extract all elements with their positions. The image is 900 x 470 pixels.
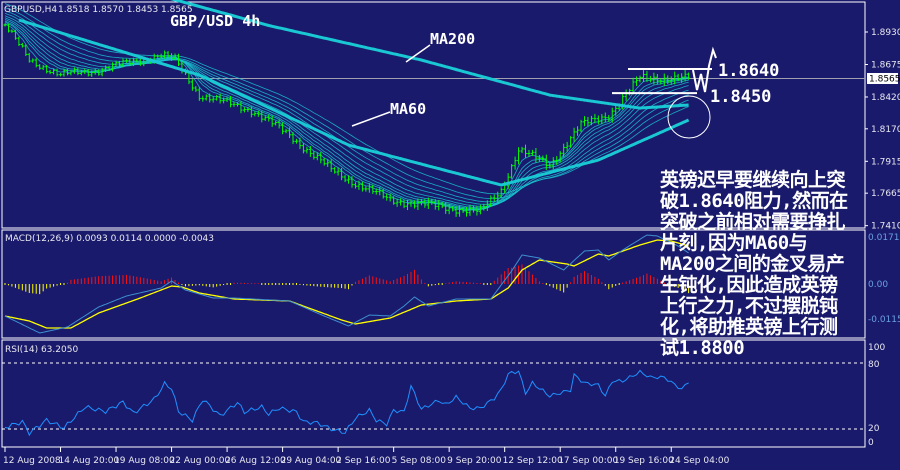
comment-line: 破1.8640阻力,然而在: [660, 190, 848, 212]
ohlc-label: 1.8518 1.8570 1.8453 1.8565: [58, 5, 193, 15]
comment-line: 片刻,因为MA60与: [660, 232, 808, 254]
comment-line: 上行之力,不过摆脱钝: [660, 295, 838, 317]
ma-ribbon: [4, 3, 689, 212]
ma200-pointer: [405, 44, 431, 63]
rsi-tick: 100: [868, 343, 885, 353]
price-tick: 1.8170: [871, 125, 900, 135]
price-panel-border: [1, 1, 866, 229]
macd-signal-line: [4, 239, 689, 329]
ma-ribbon-line: [4, 12, 689, 205]
time-tick-label: 17 Sep 00:00: [558, 456, 618, 466]
price-bars: [3, 23, 691, 217]
ma-ribbon-line: [4, 17, 689, 209]
price-tick: 1.7915: [871, 157, 900, 167]
macd-histogram: [4, 264, 690, 295]
symbol-label: GBPUSD,H4: [4, 5, 57, 15]
time-tick-label: 19 Sep 16:00: [614, 456, 674, 466]
price-tick: 1.8675: [871, 60, 900, 70]
time-tick-label: 26 Aug 12:00: [225, 456, 286, 466]
time-tick-label: 19 Aug 08:00: [114, 456, 175, 466]
comment-line: 突破之前相对需要挣扎: [660, 211, 846, 233]
price-tick: 1.8930: [871, 28, 900, 38]
resistance-annotation: 1.8640: [718, 61, 779, 81]
ma-ribbon-line: [4, 18, 689, 210]
ma-ribbon-line: [4, 20, 689, 210]
rsi-tick: 80: [868, 360, 880, 370]
comment-line: 英镑迟早要继续向上突: [660, 169, 846, 191]
time-tick-label: 9 Sep 20:00: [447, 456, 502, 466]
ma-ribbon-line: [4, 10, 689, 203]
comment-line: 生钝化,因此造成英镑: [660, 274, 838, 296]
price-tick: 1.8420: [871, 93, 900, 103]
ma200-line: [170, 0, 689, 110]
price-tick: 1.7665: [871, 189, 900, 199]
time-tick-label: 14 Aug 20:00: [59, 456, 120, 466]
macd-panel: MACD(12,26,9) 0.0093 0.0114 0.0000 -0.00…: [1, 229, 866, 339]
comment-line: 试1.8800: [660, 337, 745, 359]
time-tick-label: 2 Sep 16:00: [336, 456, 391, 466]
comment-line: MA200之间的金叉易产: [660, 253, 845, 275]
macd-panel-border: [1, 229, 866, 339]
time-tick-label: 5 Sep 08:00: [392, 456, 447, 466]
macd-tick: -0.0115: [868, 315, 900, 325]
macd-tick: 0.00: [868, 280, 888, 290]
time-tick-label: 29 Aug 04:00: [281, 456, 342, 466]
ma60-pointer: [351, 111, 391, 127]
macd-tick: 0.0171: [868, 233, 900, 243]
support-annotation: 1.8450: [710, 87, 771, 107]
ma-ribbon-line: [4, 15, 689, 207]
macd-main-line: [4, 234, 689, 334]
time-tick-label: 24 Sep 04:00: [669, 456, 729, 466]
time-tick-label: 12 Aug 2008: [3, 456, 61, 466]
ma-ribbon-line: [4, 21, 689, 211]
price-tick: 1.7410: [871, 222, 900, 232]
price-axis: 1.8930 1.8675 1.8420 1.8170 1.7915 1.766…: [865, 28, 900, 448]
ma60-line: [18, 18, 690, 187]
macd-label: MACD(12,26,9) 0.0093 0.0114 0.0000 -0.00…: [5, 234, 214, 244]
rsi-panel: RSI(14) 63.2050: [1, 339, 866, 448]
rsi-panel-border: [1, 339, 866, 448]
current-price-label: 1.8565: [869, 75, 900, 85]
crossover-circle: [667, 95, 711, 139]
price-panel: GBPUSD,H4 1.8518 1.8570 1.8453 1.8565 GB…: [1, 0, 866, 229]
current-price-box: [867, 73, 898, 85]
chart-title: GBP/USD 4h: [170, 12, 260, 30]
rsi-label: RSI(14) 63.2050: [5, 345, 78, 355]
rsi-tick: 20: [868, 424, 880, 434]
ma200-annotation: MA200: [430, 30, 475, 48]
ma-ribbon-line: [4, 3, 689, 195]
time-tick-label: 22 Aug 00:00: [170, 456, 231, 466]
rsi-line: [4, 369, 689, 437]
ma60-annotation: MA60: [390, 100, 426, 118]
rsi-tick: 0: [868, 438, 874, 448]
analysis-comment: 英镑迟早要继续向上突 破1.8640阻力,然而在 突破之前相对需要挣扎 片刻,因…: [660, 170, 860, 359]
zigzag-projection: [692, 46, 717, 93]
time-tick-label: 12 Sep 12:00: [503, 456, 563, 466]
ma-ribbon-line: [4, 22, 689, 212]
ma-ribbon-line: [4, 7, 689, 199]
comment-line: 化,将助推英镑上行测: [660, 316, 838, 338]
